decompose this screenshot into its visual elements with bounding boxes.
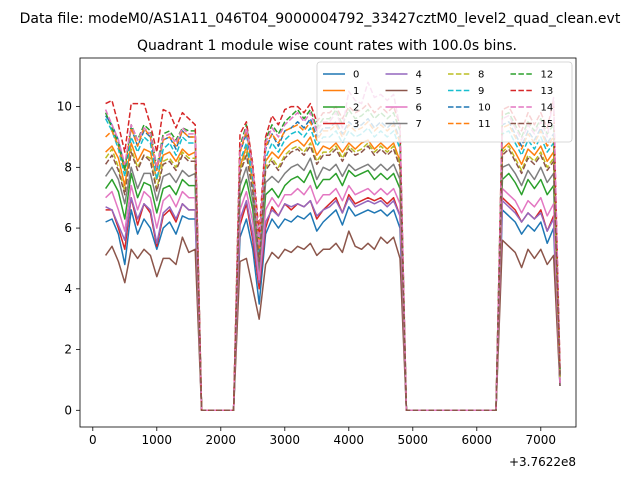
legend-label-6: 6 bbox=[416, 103, 422, 114]
series-line-5 bbox=[104, 230, 561, 412]
legend-label-0: 0 bbox=[353, 70, 359, 81]
legend-label-15: 15 bbox=[541, 119, 554, 130]
legend-label-11: 11 bbox=[478, 119, 491, 130]
legend-label-4: 4 bbox=[416, 70, 422, 81]
y-axis: 0 2 4 6 8 10 bbox=[57, 100, 80, 417]
y-tick-label: 0 bbox=[64, 403, 72, 417]
legend-box bbox=[316, 61, 573, 143]
series-line-1 bbox=[105, 136, 561, 412]
plot-frame bbox=[79, 57, 577, 428]
figure-suptitle: Data file: modeM0/AS1A11_046T04_90000047… bbox=[20, 11, 621, 27]
x-axis: 0 1000 2000 3000 4000 5000 6000 7000 bbox=[89, 427, 556, 447]
x-tick-label: 6000 bbox=[462, 433, 493, 447]
legend-label-8: 8 bbox=[478, 70, 484, 81]
series-line-2 bbox=[104, 169, 561, 412]
legend-label-12: 12 bbox=[541, 70, 554, 81]
legend-label-9: 9 bbox=[478, 86, 484, 97]
legend-label-2: 2 bbox=[353, 103, 359, 114]
x-tick-label: 1000 bbox=[142, 433, 173, 447]
x-tick-label: 4000 bbox=[334, 433, 365, 447]
series-line-7 bbox=[104, 157, 561, 412]
legend-label-7: 7 bbox=[416, 119, 422, 130]
y-tick-label: 4 bbox=[64, 282, 72, 296]
legend-label-5: 5 bbox=[416, 86, 422, 97]
x-tick-label: 2000 bbox=[206, 433, 237, 447]
legend-label-1: 1 bbox=[353, 86, 359, 97]
series-line-11 bbox=[105, 121, 561, 412]
series-line-0 bbox=[105, 206, 561, 412]
legend-label-10: 10 bbox=[478, 103, 491, 114]
x-tick-label: 5000 bbox=[398, 433, 429, 447]
legend-label-13: 13 bbox=[541, 86, 554, 97]
legend-label-3: 3 bbox=[353, 119, 359, 130]
series-line-12 bbox=[104, 108, 561, 412]
x-tick-label: 0 bbox=[89, 433, 97, 447]
y-tick-label: 10 bbox=[57, 100, 72, 114]
series-line-9 bbox=[104, 118, 561, 412]
y-tick-label: 6 bbox=[64, 221, 72, 235]
y-tick-label: 8 bbox=[64, 160, 72, 174]
series-line-8 bbox=[104, 142, 561, 412]
y-tick-label: 2 bbox=[64, 343, 72, 357]
series-line-3 bbox=[105, 193, 561, 412]
chart-title: Quadrant 1 module wise count rates with … bbox=[137, 38, 517, 54]
x-axis-offset-label: +3.7622e8 bbox=[509, 455, 576, 469]
series-line-15 bbox=[104, 145, 561, 412]
x-tick-label: 7000 bbox=[526, 433, 557, 447]
x-tick-label: 3000 bbox=[270, 433, 301, 447]
legend-label-14: 14 bbox=[541, 103, 554, 114]
